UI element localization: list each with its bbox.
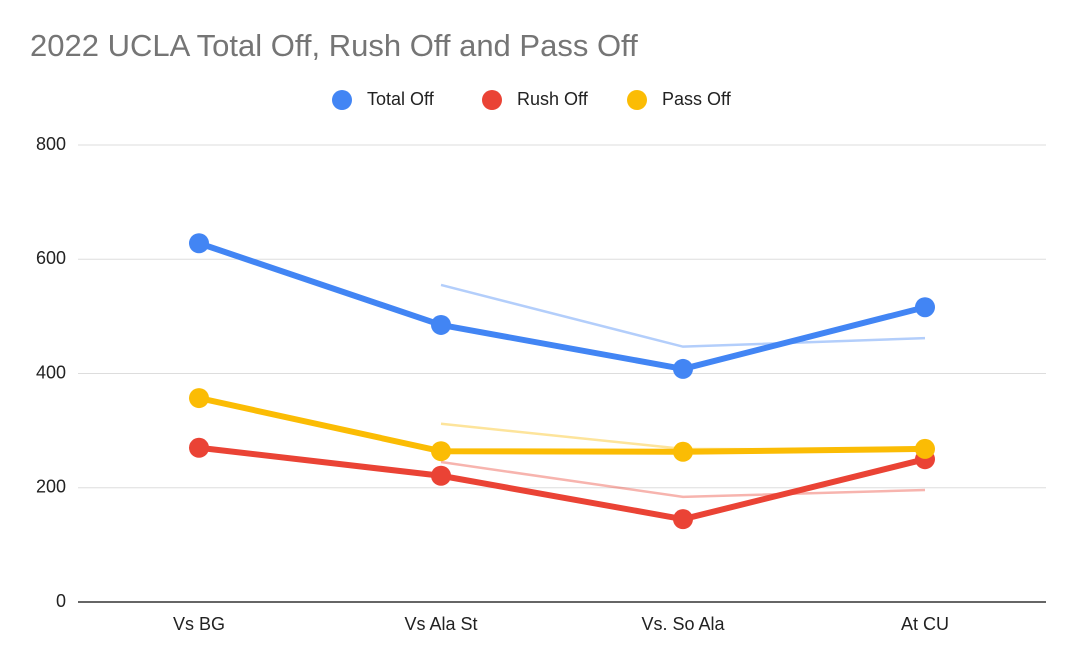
legend-label: Pass Off (662, 89, 732, 109)
series-line (198, 240, 926, 372)
legend-marker (332, 90, 352, 110)
x-tick-label: Vs BG (173, 614, 225, 634)
y-tick-label: 200 (36, 477, 66, 497)
legend-label: Total Off (367, 89, 435, 109)
y-tick-label: 800 (36, 134, 66, 154)
y-tick-label: 400 (36, 362, 66, 382)
data-point (673, 358, 693, 379)
data-point (431, 314, 451, 335)
legend-marker (627, 90, 647, 110)
data-point (431, 465, 451, 486)
data-point (189, 233, 209, 254)
trend-line (440, 283, 926, 348)
data-point (915, 297, 935, 318)
legend-label: Rush Off (517, 89, 589, 109)
data-point (431, 441, 451, 462)
series-line (198, 395, 926, 455)
legend-marker (482, 90, 502, 110)
series-line (198, 444, 926, 523)
data-point (189, 388, 209, 409)
x-tick-label: Vs Ala St (404, 614, 477, 634)
data-point (915, 438, 935, 459)
x-tick-label: Vs. So Ala (641, 614, 725, 634)
data-point (673, 441, 693, 462)
y-tick-label: 0 (56, 591, 66, 611)
chart-title: 2022 UCLA Total Off, Rush Off and Pass O… (30, 28, 638, 63)
data-point (673, 509, 693, 530)
trend-line (440, 460, 926, 499)
data-point (189, 437, 209, 458)
x-tick-label: At CU (901, 614, 949, 634)
y-tick-label: 600 (36, 248, 66, 268)
